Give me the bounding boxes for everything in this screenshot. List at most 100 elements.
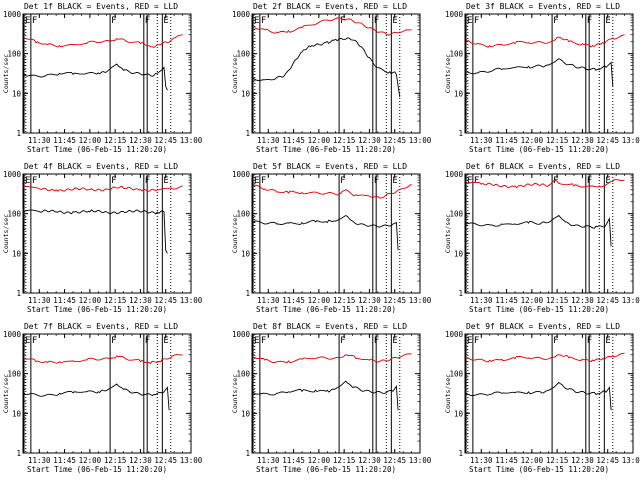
y-tick-label: 1000 xyxy=(232,330,251,339)
y-tick-label: 1 xyxy=(16,289,21,298)
chart-panel-2: Det 2f BLACK = Events, RED = LLD 1 10 100 10… xyxy=(231,2,432,154)
y-axis-label: Counts/sec xyxy=(2,374,10,413)
plot-frame xyxy=(464,333,634,454)
lld-series-line xyxy=(23,34,183,49)
x-tick-label: 11:30 xyxy=(257,456,280,465)
x-tick-label: 12:00 xyxy=(521,296,544,305)
x-tick-label: 12:00 xyxy=(308,296,331,305)
x-tick-label: 11:30 xyxy=(470,136,493,145)
flag-label: E xyxy=(392,336,397,346)
y-tick-label: 10 xyxy=(454,249,464,258)
y-axis-label: Counts/sec xyxy=(231,54,239,93)
x-tick-label: 12:15 xyxy=(104,296,127,305)
flag-label: E xyxy=(467,16,472,26)
y-tick-label: 1 xyxy=(245,289,250,298)
x-tick-label: 12:45 xyxy=(383,456,406,465)
chart-title: Det 8f BLACK = Events, RED = LLD xyxy=(253,322,407,331)
x-tick-label: 12:30 xyxy=(571,456,594,465)
x-tick-label: 12:45 xyxy=(154,456,177,465)
y-tick-label: 1000 xyxy=(232,10,251,19)
x-tick-label: 12:30 xyxy=(129,296,152,305)
y-axis-label: Counts/sec xyxy=(2,54,10,93)
flag-label: E xyxy=(605,16,610,26)
y-tick-label: 100 xyxy=(7,370,21,379)
chart-panel-3: Det 3f BLACK = Events, RED = LLD 1 10 100 10… xyxy=(444,2,640,154)
flag-label: F xyxy=(32,16,37,26)
y-axis-label: Counts/sec xyxy=(231,214,239,253)
chart-panel-5: Det 5f BLACK = Events, RED = LLD 1 10 100 10… xyxy=(231,162,432,314)
x-tick-label: 13:00 xyxy=(622,456,640,465)
x-tick-label: 11:30 xyxy=(28,136,51,145)
y-tick-label: 1 xyxy=(458,449,463,458)
chart-title: Det 6f BLACK = Events, RED = LLD xyxy=(466,162,620,171)
events-series-line xyxy=(466,58,614,87)
y-tick-label: 1000 xyxy=(445,170,464,179)
x-tick-label: 11:30 xyxy=(257,296,280,305)
y-tick-label: 100 xyxy=(236,370,250,379)
x-tick-label: 12:15 xyxy=(104,456,127,465)
x-tick-label: 11:30 xyxy=(470,296,493,305)
x-tick-label: 12:00 xyxy=(79,136,102,145)
lld-series-line xyxy=(23,185,183,192)
y-tick-label: 1 xyxy=(16,129,21,138)
flag-label: E xyxy=(25,16,30,26)
flag-label: F xyxy=(261,336,266,346)
chart-title: Det 4f BLACK = Events, RED = LLD xyxy=(24,162,178,171)
flag-label: E xyxy=(392,16,397,26)
x-tick-label: 12:00 xyxy=(79,296,102,305)
chart-panel-9: Det 9f BLACK = Events, RED = LLD 1 10 100 10… xyxy=(444,322,640,474)
x-axis-label: Start Time (06-Feb-15 11:20:20) xyxy=(256,465,396,474)
flag-label: E xyxy=(254,176,259,186)
flag-label: E xyxy=(163,176,168,186)
y-tick-label: 100 xyxy=(7,50,21,59)
lld-series-line xyxy=(466,34,625,48)
x-tick-label: 12:15 xyxy=(546,296,569,305)
flag-label: F xyxy=(111,176,116,186)
y-tick-label: 1 xyxy=(458,289,463,298)
chart-title: Det 7f BLACK = Events, RED = LLD xyxy=(24,322,178,331)
x-tick-label: 11:45 xyxy=(53,296,76,305)
x-tick-label: 12:30 xyxy=(571,136,594,145)
events-series-line xyxy=(23,63,168,91)
y-axis-label: Counts/sec xyxy=(2,214,10,253)
x-tick-label: 12:00 xyxy=(521,136,544,145)
chart-title: Det 5f BLACK = Events, RED = LLD xyxy=(253,162,407,171)
x-axis-label: Start Time (06-Feb-15 11:20:20) xyxy=(469,145,609,154)
x-tick-label: 11:45 xyxy=(282,136,305,145)
flag-label: F xyxy=(32,176,37,186)
x-tick-label: 12:00 xyxy=(521,456,544,465)
flag-label: F xyxy=(340,336,345,346)
x-axis-label: Start Time (06-Feb-15 11:20:20) xyxy=(469,305,609,314)
flag-label: F xyxy=(261,16,266,26)
x-tick-label: 12:15 xyxy=(546,136,569,145)
chart-title: Det 3f BLACK = Events, RED = LLD xyxy=(466,2,620,11)
flag-label: E xyxy=(25,336,30,346)
flag-label: F xyxy=(111,16,116,26)
x-tick-label: 11:45 xyxy=(282,456,305,465)
x-axis-label: Start Time (06-Feb-15 11:20:20) xyxy=(469,465,609,474)
x-tick-label: 12:00 xyxy=(308,456,331,465)
x-tick-label: 13:00 xyxy=(622,136,640,145)
y-tick-label: 10 xyxy=(241,409,251,418)
flag-label: E xyxy=(467,176,472,186)
flag-label: E xyxy=(605,336,610,346)
chart-panel-6: Det 6f BLACK = Events, RED = LLD 1 10 100 10… xyxy=(444,162,640,314)
lld-series-line xyxy=(466,352,625,363)
y-tick-label: 1 xyxy=(16,449,21,458)
y-tick-label: 1 xyxy=(245,129,250,138)
y-tick-label: 100 xyxy=(449,50,463,59)
y-tick-label: 10 xyxy=(241,249,251,258)
plot-frame xyxy=(22,13,192,134)
y-tick-label: 1000 xyxy=(445,10,464,19)
y-tick-label: 10 xyxy=(454,89,464,98)
flag-label: F xyxy=(474,176,479,186)
events-series-line xyxy=(23,209,168,254)
x-tick-label: 12:30 xyxy=(358,456,381,465)
x-tick-label: 11:30 xyxy=(28,456,51,465)
x-tick-label: 12:45 xyxy=(154,296,177,305)
x-tick-label: 13:00 xyxy=(180,136,203,145)
chart-panel-1: Det 1f BLACK = Events, RED = LLD 1 10 100 10… xyxy=(2,2,203,154)
flag-label: E xyxy=(254,336,259,346)
flag-label: F xyxy=(553,16,558,26)
lld-series-line xyxy=(252,183,412,199)
